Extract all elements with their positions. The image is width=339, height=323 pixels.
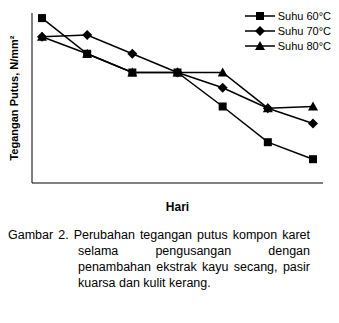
html-text:Gambar 2. Perubahan tegangan p: Gambar 2. Perubahan tegangan putus kompo… [8,228,310,290]
svg-text:Hari: Hari [166,200,189,213]
html-text:Suhu 70°C: Suhu 70°C [277,24,331,37]
html-text:Suhu 80°C: Suhu 80°C [277,39,331,52]
html-text:Suhu 60°C: Suhu 60°C [277,9,331,22]
svg-text:Tegangan Putus, N/mm²: Tegangan Putus, N/mm² [8,35,20,160]
